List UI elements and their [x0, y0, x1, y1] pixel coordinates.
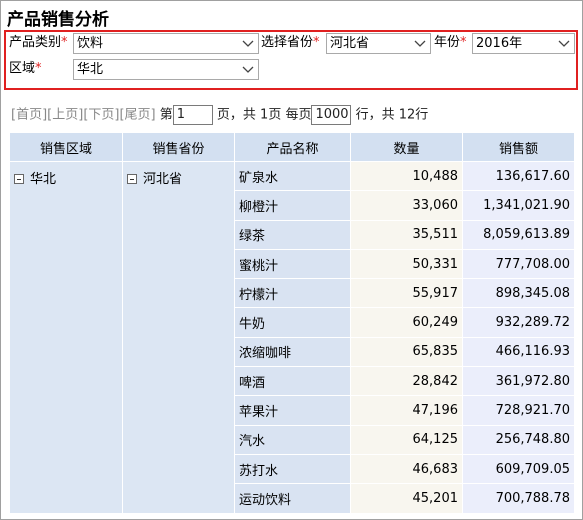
filter-label: 产品类别* — [9, 33, 68, 53]
sales-amount: 609,709.05 — [462, 453, 575, 485]
quantity: 47,196 — [350, 395, 463, 426]
product-name: 苏打水 — [234, 453, 351, 485]
filter-value: 2016年 — [476, 36, 523, 51]
filter-label: 选择省份* — [261, 33, 320, 53]
table-row: 运动饮料 45,201 700,788.78 — [10, 483, 575, 514]
required-mark: * — [313, 35, 320, 50]
table-row: 汽水 64,125 256,748.80 — [10, 424, 575, 455]
product-name: 牛奶 — [234, 307, 351, 338]
quantity: 60,249 — [350, 307, 463, 338]
quantity: 10,488 — [350, 160, 463, 192]
sales-amount: 1,341,021.90 — [462, 190, 575, 221]
required-mark: * — [460, 35, 467, 50]
sales-amount: 728,921.70 — [462, 395, 575, 426]
page-input[interactable]: 1 — [172, 105, 213, 125]
table-row: 浓缩咖啡 65,835 466,116.93 — [10, 336, 575, 368]
filter-select[interactable]: 华北 — [73, 59, 259, 80]
quantity: 50,331 — [350, 248, 463, 280]
filter-label-text: 区域 — [9, 61, 36, 76]
quantity: 33,060 — [350, 190, 463, 221]
first-page[interactable]: [首页] — [11, 107, 48, 123]
quantity: 55,917 — [350, 278, 463, 309]
filter-label-text: 产品类别 — [9, 35, 62, 50]
page-size-input[interactable]: 1000 — [311, 105, 352, 125]
product-name: 柳橙汁 — [234, 190, 351, 221]
quantity: 28,842 — [350, 366, 463, 397]
report-title: 产品销售分析 — [7, 10, 109, 30]
quantity: 64,125 — [350, 424, 463, 455]
table-row: 柳橙汁 33,060 1,341,021.90 — [10, 190, 575, 221]
product-name: 柠檬汁 — [234, 278, 351, 309]
province-cell: 河北省 — [122, 161, 235, 514]
region-cell: 华北 — [9, 161, 123, 514]
filter-select[interactable]: 2016年 — [472, 33, 575, 54]
filter-label: 年份* — [434, 33, 467, 53]
column-header: 产品名称 — [234, 132, 351, 162]
column-header: 数量 — [350, 132, 463, 162]
collapse-icon[interactable] — [127, 174, 137, 184]
last-page[interactable]: [尾页] — [119, 107, 156, 123]
product-name: 啤酒 — [234, 366, 351, 397]
table-row: 绿茶 35,511 8,059,613.89 — [10, 219, 575, 250]
filter-select[interactable]: 饮料 — [73, 33, 259, 54]
required-mark: * — [61, 35, 68, 50]
filter-label: 区域* — [9, 59, 42, 79]
table-row: 蜜桃汁 50,331 777,708.00 — [10, 248, 575, 280]
table-row: 啤酒 28,842 361,972.80 — [10, 366, 575, 397]
sales-amount: 898,345.08 — [462, 278, 575, 309]
table-row: 牛奶 60,249 932,289.72 — [10, 307, 575, 338]
column-header: 销售区域 — [9, 132, 123, 162]
quantity: 65,835 — [350, 336, 463, 368]
data-table: 销售区域 销售省份 产品名称 数量 销售额 华北 河北省 矿泉水 10,488 136,617.… — [9, 132, 575, 514]
table-row: 苏打水 46,683 609,709.05 — [10, 453, 575, 485]
page-text: 页，共 1页 每页 — [216, 107, 312, 123]
quantity: 35,511 — [350, 219, 463, 250]
quantity: 46,683 — [350, 453, 463, 485]
sales-amount: 8,059,613.89 — [462, 219, 575, 250]
sales-amount: 466,116.93 — [462, 336, 575, 368]
filter-value: 河北省 — [330, 36, 370, 51]
table-row: 华北 河北省 矿泉水 10,488 136,617.60 — [9, 160, 575, 514]
prev-page[interactable]: [上页] — [47, 107, 84, 123]
count-text: 行，共 12行 — [355, 107, 429, 123]
filter-label-text: 选择省份 — [261, 35, 314, 50]
column-header: 销售额 — [462, 132, 575, 162]
sales-amount: 136,617.60 — [462, 160, 575, 192]
table-row: 柠檬汁 55,917 898,345.08 — [10, 278, 575, 309]
province-name: 河北省 — [143, 172, 183, 187]
sales-amount: 777,708.00 — [462, 248, 575, 280]
product-name: 绿茶 — [234, 219, 351, 250]
product-name: 运动饮料 — [234, 483, 351, 514]
page-prefix: 第 — [159, 107, 173, 123]
sales-amount: 361,972.80 — [462, 366, 575, 397]
quantity: 45,201 — [350, 483, 463, 514]
collapse-icon[interactable] — [14, 174, 24, 184]
product-name: 苹果汁 — [234, 395, 351, 426]
filter-select[interactable]: 河北省 — [326, 33, 431, 54]
column-header: 销售省份 — [122, 132, 235, 162]
sales-amount: 256,748.80 — [462, 424, 575, 455]
filter-value: 华北 — [77, 62, 104, 77]
table-row: 苹果汁 47,196 728,921.70 — [10, 395, 575, 426]
filter-value: 饮料 — [77, 36, 104, 51]
product-name: 矿泉水 — [234, 160, 351, 192]
product-name: 蜜桃汁 — [234, 248, 351, 280]
filter-panel: 产品类别* 饮料 选择省份* 河北省 年份* 2016年 区域* 华北 — [4, 30, 578, 90]
sales-amount: 932,289.72 — [462, 307, 575, 338]
region-name: 华北 — [30, 172, 57, 187]
product-name: 汽水 — [234, 424, 351, 455]
filter-label-text: 年份 — [434, 35, 461, 50]
next-page[interactable]: [下页] — [83, 107, 120, 123]
product-name: 浓缩咖啡 — [234, 336, 351, 368]
sales-amount: 700,788.78 — [462, 483, 575, 514]
required-mark: * — [35, 61, 42, 76]
